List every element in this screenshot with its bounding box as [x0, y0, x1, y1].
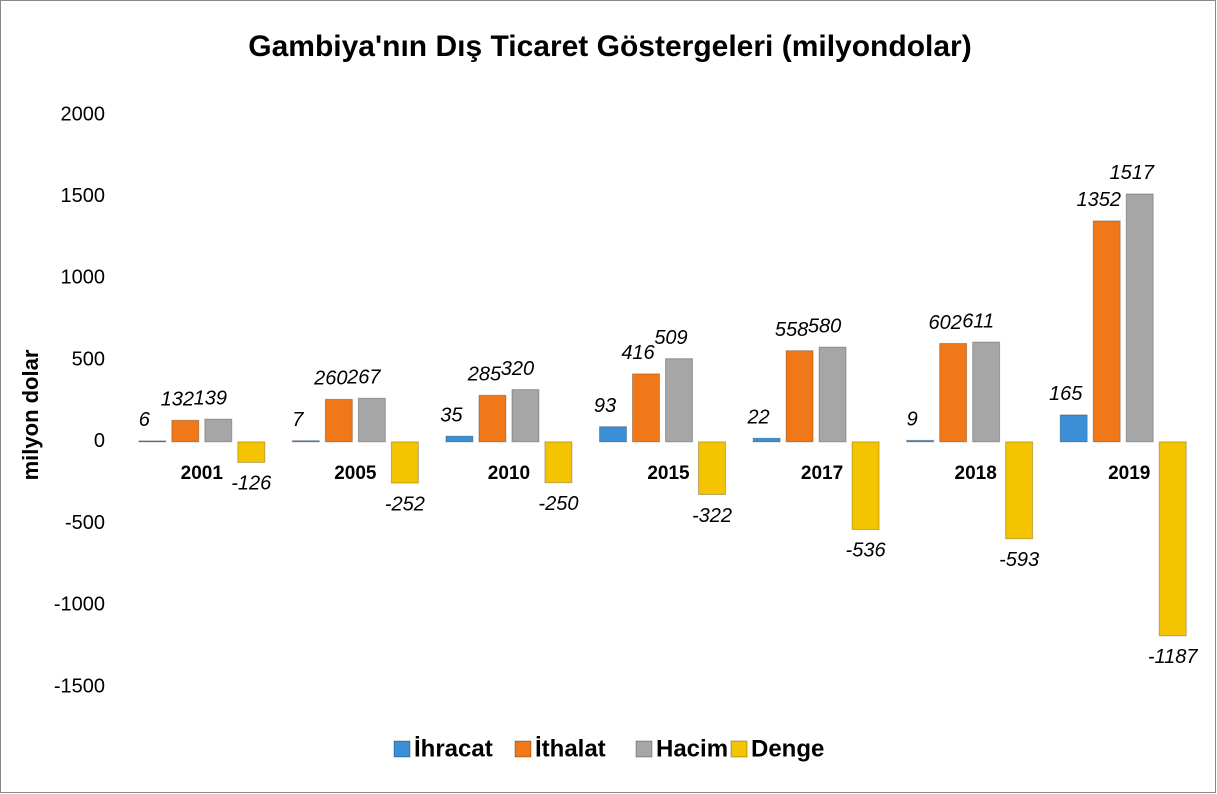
data-label: 22: [746, 407, 769, 429]
data-label: -536: [846, 540, 887, 562]
data-label: 93: [594, 395, 616, 417]
x-tick-label: 2018: [955, 463, 997, 484]
y-tick-label: 500: [72, 348, 105, 370]
y-tick-label: 1500: [61, 185, 106, 207]
bar: [785, 350, 814, 443]
bar: [599, 426, 627, 443]
bar: [237, 441, 266, 463]
data-label: -126: [231, 473, 272, 495]
legend-label: İhracat: [414, 735, 493, 762]
bar: [698, 441, 726, 495]
bar: [939, 342, 968, 443]
data-label: 6: [139, 409, 151, 431]
y-tick-label: -500: [65, 512, 105, 534]
legend-label: İthalat: [535, 735, 606, 762]
data-label: 267: [346, 367, 381, 389]
data-label: 580: [808, 315, 841, 337]
data-label: -593: [999, 549, 1039, 571]
bar: [324, 398, 353, 443]
data-label: 139: [194, 387, 227, 409]
y-tick-label: 2000: [61, 103, 106, 125]
bar: [1125, 193, 1154, 443]
x-tick-label: 2017: [801, 463, 843, 484]
bar: [665, 358, 693, 443]
bar: [478, 394, 507, 443]
data-label: 602: [928, 312, 961, 334]
y-tick-label: 0: [94, 430, 105, 452]
legend-swatch: [514, 740, 532, 758]
data-label: 132: [161, 389, 194, 411]
bar: [138, 440, 167, 443]
legend-swatch: [393, 740, 411, 758]
legend-label: Denge: [751, 735, 824, 762]
bar: [851, 441, 880, 530]
bar: [1059, 414, 1088, 443]
x-tick-label: 2005: [334, 463, 377, 484]
data-label: 165: [1049, 383, 1083, 405]
data-label: -252: [385, 493, 425, 515]
bar: [445, 435, 474, 443]
bar: [204, 418, 233, 443]
data-label: 285: [467, 364, 502, 386]
data-label: 416: [621, 342, 655, 364]
data-label: 1517: [1109, 162, 1154, 184]
data-label: 320: [501, 358, 534, 380]
bar: [972, 341, 1001, 443]
bar: [357, 397, 386, 443]
data-label: 509: [654, 327, 687, 349]
data-label: 558: [775, 319, 808, 341]
legend-label: Hacim: [656, 735, 728, 762]
legend-swatch: [635, 740, 653, 758]
legend-swatch: [730, 740, 748, 758]
data-label: 611: [962, 310, 994, 332]
bar: [291, 440, 320, 443]
y-tick-label: -1500: [54, 675, 105, 697]
bar: [1092, 220, 1121, 443]
data-label: -1187: [1148, 646, 1199, 668]
bar: [752, 437, 781, 443]
y-tick-label: -1000: [54, 594, 105, 616]
bar: [632, 373, 660, 443]
bar: [818, 346, 847, 443]
data-label: -250: [538, 493, 578, 515]
y-tick-label: 1000: [61, 267, 106, 289]
bar: [1005, 441, 1034, 540]
bar: [544, 441, 573, 484]
data-label: 35: [440, 404, 463, 426]
x-tick-label: 2001: [181, 463, 224, 484]
bar: [171, 419, 200, 443]
bar: [511, 389, 540, 443]
bar: [1158, 441, 1187, 637]
y-axis-title: milyon dolar: [18, 349, 43, 480]
data-label: -322: [692, 505, 732, 527]
data-label: 7: [292, 409, 304, 431]
x-tick-label: 2015: [647, 463, 690, 484]
x-tick-label: 2010: [488, 463, 530, 484]
x-tick-label: 2019: [1108, 463, 1150, 484]
data-label: 9: [907, 409, 918, 431]
bar: [390, 441, 419, 484]
data-label: 260: [313, 368, 347, 390]
chart-title: Gambiya'nın Dış Ticaret Göstergeleri (mi…: [248, 30, 971, 63]
bar: [906, 439, 935, 443]
data-label: 1352: [1076, 189, 1121, 211]
